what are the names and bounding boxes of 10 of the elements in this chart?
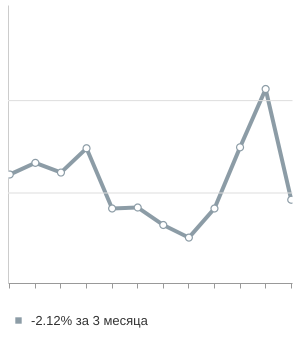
point — [31, 158, 40, 167]
point — [184, 234, 193, 242]
point — [82, 144, 91, 152]
point — [159, 220, 168, 230]
point — [56, 168, 66, 177]
legend-label: -2.12% за 3 месяца — [31, 312, 148, 328]
point — [134, 203, 142, 212]
point — [210, 204, 219, 213]
point — [236, 143, 244, 152]
point — [108, 204, 116, 213]
